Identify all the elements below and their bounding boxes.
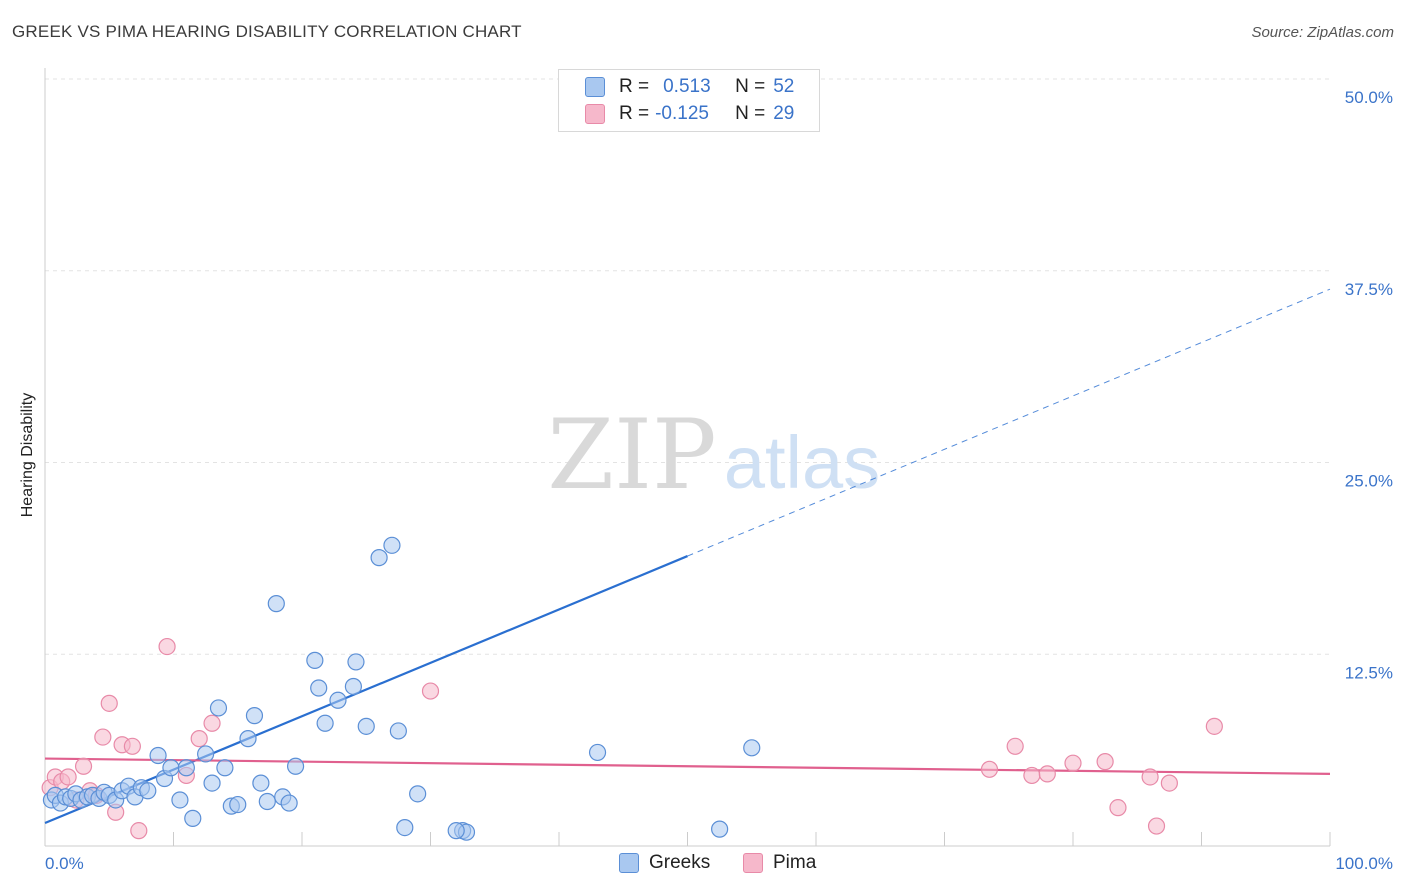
legend-r-value: 0.513 [663, 76, 711, 97]
greeks-point [139, 782, 157, 800]
pima-point [1205, 717, 1223, 735]
pima-legend-swatch [743, 853, 763, 873]
greeks-point [357, 717, 375, 735]
pima-point [59, 768, 77, 786]
pima-point [100, 694, 118, 712]
pima-point [1023, 766, 1041, 785]
greeks-point [711, 820, 729, 838]
y-tick-label: 50.0% [1345, 88, 1393, 107]
y-tick-label: 12.5% [1345, 663, 1393, 682]
pima-point [980, 760, 999, 778]
pima-point [1160, 774, 1178, 792]
greeks-point [229, 795, 247, 814]
pima-point [1038, 765, 1056, 783]
greeks-point [389, 722, 407, 740]
watermark: ZIP atlas [547, 399, 880, 511]
correlation-legend: R = 0.513 N = 52 R = -0.125 N = 29 [558, 69, 820, 132]
greeks-point [209, 699, 228, 717]
x-tick-label: 100.0% [1335, 854, 1393, 873]
greeks-point [329, 691, 347, 709]
chart-title: GREEK VS PIMA HEARING DISABILITY CORRELA… [12, 22, 522, 41]
greeks-point [280, 794, 298, 812]
greeks-point [245, 707, 264, 725]
x-tick-label: 0.0% [45, 854, 84, 873]
greeks-point [239, 730, 257, 748]
greeks-point [252, 774, 270, 792]
data-points [41, 536, 1223, 841]
pima-point [1006, 737, 1024, 755]
pima-point [1147, 817, 1166, 835]
greeks-point [177, 759, 195, 777]
pima-point [74, 757, 93, 775]
greeks-point [171, 791, 189, 809]
trend-lines [44, 288, 1331, 825]
greeks-swatch [585, 77, 605, 97]
watermark-atlas: atlas [724, 421, 880, 504]
greeks-point [383, 536, 401, 554]
greeks-point [316, 714, 334, 732]
greeks-point [267, 595, 285, 613]
greeks-point [149, 746, 167, 765]
greeks-point [203, 774, 221, 792]
legend-r-label: R = [619, 76, 650, 97]
greeks-trend-extension [687, 288, 1331, 557]
y-tick-label: 25.0% [1345, 472, 1393, 491]
pima-point [130, 822, 148, 840]
greeks-point [344, 677, 362, 696]
greeks-point [216, 759, 234, 777]
legend-n-value: 52 [773, 76, 795, 97]
greeks-point [310, 679, 328, 697]
legend-r-value: -0.125 [655, 103, 709, 124]
greeks-point [197, 745, 215, 763]
greeks-point [409, 785, 427, 803]
pima-point [158, 637, 176, 656]
series-legend: Greeks Pima [0, 852, 1406, 878]
greeks-point [743, 739, 761, 757]
greeks-point [396, 818, 414, 837]
legend-item-pima: Pima [743, 852, 816, 874]
greeks-point [588, 743, 607, 762]
legend-r-label: R = [619, 103, 650, 124]
pima-point [190, 730, 208, 748]
legend-row-greeks: R = 0.513 N = 52 [585, 75, 794, 99]
greeks-point [347, 653, 365, 671]
pima-point [1141, 768, 1159, 786]
tick-labels: 12.5% 25.0% 37.5% 50.0% 0.0% 100.0% [45, 88, 1393, 873]
legend-n-label: N = [735, 103, 766, 124]
pima-point [94, 728, 112, 746]
pima-point [1096, 753, 1114, 771]
greeks-point [184, 809, 202, 827]
pima-trend-line [44, 757, 1331, 776]
pima-point [203, 714, 221, 732]
greeks-point [306, 651, 324, 669]
pima-legend-label: Pima [773, 852, 817, 873]
y-tick-label: 37.5% [1345, 280, 1393, 299]
greeks-legend-label: Greeks [649, 852, 711, 873]
legend-item-greeks: Greeks [619, 852, 710, 874]
greeks-point [162, 759, 180, 777]
axes [44, 68, 1331, 847]
greeks-trend-line [44, 555, 688, 825]
legend-row-pima: R = -0.125 N = 29 [585, 102, 794, 126]
legend-n-label: N = [735, 76, 766, 97]
greeks-point [286, 757, 305, 775]
pima-point [1064, 754, 1082, 772]
pima-swatch [585, 104, 605, 124]
greeks-legend-swatch [619, 853, 639, 873]
source-label: Source: ZipAtlas.com [1251, 24, 1394, 41]
greeks-point [258, 792, 276, 811]
pima-point [421, 682, 440, 700]
pima-point [1109, 799, 1127, 817]
greeks-point [370, 549, 388, 567]
pima-point [123, 737, 141, 755]
watermark-zip: ZIP [547, 399, 716, 511]
greeks-point [447, 822, 465, 840]
grid-lines [45, 78, 1330, 655]
legend-n-value: 29 [773, 103, 795, 124]
